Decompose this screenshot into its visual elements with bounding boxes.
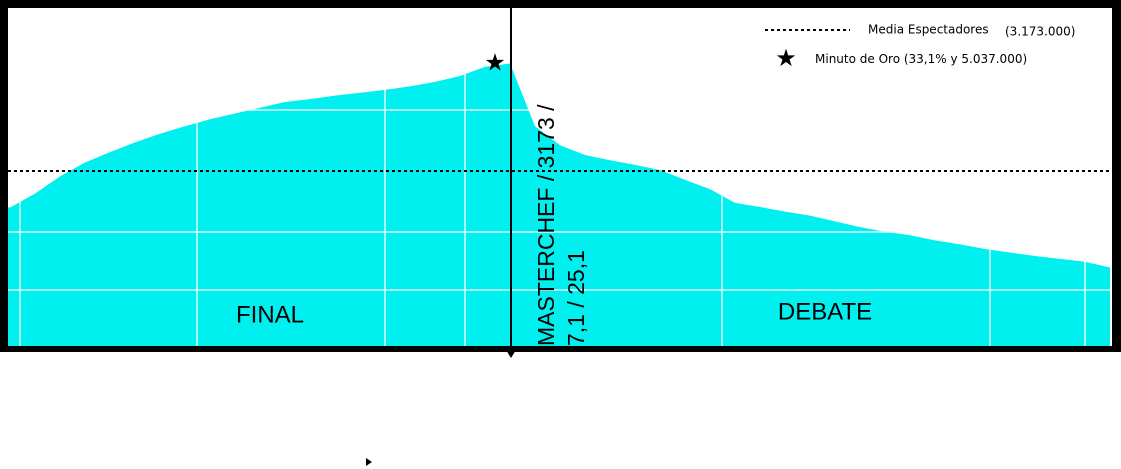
divider-label: MASTERCHEF / 3173 /	[533, 104, 559, 346]
legend-label: Minuto de Oro	[815, 52, 900, 66]
legend-label: (3.173.000)	[1005, 25, 1075, 39]
legend-label: Media Espectadores	[868, 23, 989, 37]
divider-arrow	[506, 350, 516, 358]
legend-label: Minuto de Oro (33,1% y 5.037.000)	[815, 52, 1027, 66]
legend-label: (33,1% y 5.037.000)	[904, 52, 1027, 66]
divider-label: 7,1 / 25,1	[563, 250, 589, 346]
section-label: FINAL	[236, 301, 304, 328]
cursor	[366, 458, 372, 466]
golden-minute-star: ★	[484, 49, 506, 77]
section-label: DEBATE	[778, 298, 872, 325]
area	[8, 63, 1110, 346]
legend-star: ★	[775, 44, 797, 72]
